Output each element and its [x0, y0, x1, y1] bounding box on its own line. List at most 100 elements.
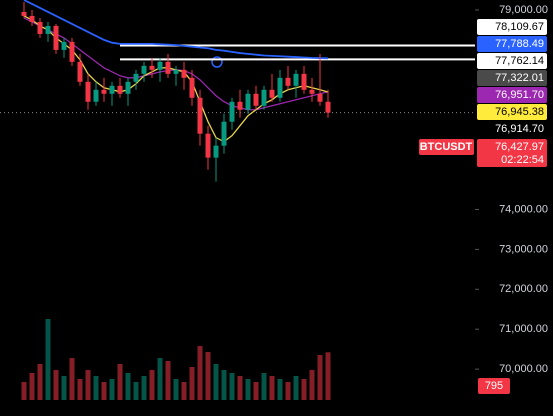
- y-tick-label: 70,000.00: [499, 363, 548, 375]
- candle-body: [229, 101, 235, 122]
- volume-bar: [125, 373, 131, 400]
- candle-body: [117, 85, 123, 94]
- volume-label: 795: [485, 380, 503, 392]
- volume-bar: [149, 370, 155, 400]
- candle-body: [309, 89, 315, 94]
- volume-bar: [93, 376, 99, 400]
- candle-body: [125, 81, 131, 94]
- volume-bar: [141, 376, 147, 400]
- volume-bar: [205, 352, 211, 400]
- candle-body: [29, 15, 35, 22]
- price-marker-box: [477, 104, 547, 120]
- volume-bar: [261, 373, 267, 400]
- volume-bar: [117, 364, 123, 400]
- volume-badge: [478, 378, 510, 394]
- candle-body: [213, 145, 219, 158]
- y-tick-label: 74,000.00: [499, 203, 548, 215]
- price-marker-label: 76,951.70: [495, 89, 544, 101]
- volume-bar: [213, 364, 219, 400]
- candle-body: [301, 73, 307, 90]
- candle-body: [109, 85, 115, 94]
- price-marker-box: [477, 70, 547, 86]
- volume-bar: [37, 364, 43, 400]
- candle-body: [253, 93, 259, 106]
- price-marker-box: [477, 87, 547, 103]
- candle-body: [205, 133, 211, 158]
- volume-bar: [181, 382, 187, 400]
- volume-bar: [157, 358, 163, 400]
- countdown: 02:22:54: [501, 154, 544, 166]
- volume-bar: [45, 319, 51, 400]
- volume-bar: [229, 373, 235, 400]
- candle-body: [21, 11, 27, 16]
- candle-body: [77, 61, 83, 82]
- volume-bar: [253, 382, 259, 400]
- volume-bar: [29, 373, 35, 400]
- ma-line: [23, 0, 329, 60]
- candle-body: [69, 41, 75, 62]
- price-marker-label: 77,788.49: [495, 38, 544, 50]
- volume-bar: [325, 352, 331, 400]
- candle-body: [85, 81, 91, 102]
- candle-body: [141, 65, 147, 74]
- candle-body: [173, 69, 179, 74]
- candle-body: [197, 97, 203, 134]
- volume-bar: [85, 370, 91, 400]
- volume-bar: [301, 379, 307, 400]
- volume-bar: [293, 376, 299, 400]
- symbol-badge: [419, 139, 474, 155]
- candle-body: [277, 77, 283, 98]
- candle-body: [181, 69, 187, 78]
- candle-body: [61, 41, 67, 50]
- candle-body: [237, 101, 243, 110]
- volume-bar: [21, 382, 27, 400]
- volume-bar: [133, 382, 139, 400]
- candle-body: [149, 65, 155, 70]
- volume-bar: [69, 358, 75, 400]
- volume-bar: [277, 379, 283, 400]
- price-marker-box: [477, 53, 547, 69]
- price-marker-label: 78,109.67: [495, 21, 544, 33]
- candle-body: [261, 89, 267, 106]
- volume-bar: [197, 346, 203, 400]
- alert-marker: [211, 56, 223, 68]
- volume-bar: [269, 376, 275, 400]
- volume-bar: [189, 367, 195, 400]
- price-marker-label: 76,945.38: [495, 106, 544, 118]
- candle-body: [221, 121, 227, 146]
- price-marker-label: 77,322.01: [495, 72, 544, 84]
- volume-bar: [317, 355, 323, 400]
- volume-bar: [61, 376, 67, 400]
- y-tick-label: 79,000.00: [499, 4, 548, 16]
- price-marker-label: 76,427.97: [495, 141, 544, 153]
- volume-bar: [101, 382, 107, 400]
- candle-body: [325, 101, 331, 113]
- candle-body: [317, 93, 323, 102]
- candle-body: [53, 25, 59, 50]
- volume-bar: [109, 379, 115, 400]
- volume-bar: [309, 370, 315, 400]
- candle-body: [269, 89, 275, 98]
- candle-body: [285, 77, 291, 86]
- candle-body: [45, 25, 51, 34]
- price-marker-box: [477, 139, 547, 167]
- candle-body: [133, 73, 139, 82]
- price-marker-label: 76,914.70: [495, 123, 544, 135]
- volume-bar: [221, 370, 227, 400]
- volume-bar: [77, 379, 83, 400]
- candle-body: [93, 89, 99, 102]
- candle-body: [189, 77, 195, 98]
- candle-body: [37, 21, 43, 34]
- volume-bar: [53, 370, 59, 400]
- candle-body: [245, 93, 251, 110]
- price-marker-box: [477, 36, 547, 52]
- volume-bar: [173, 379, 179, 400]
- y-tick-label: 71,000.00: [499, 323, 548, 335]
- price-marker-label: 77,762.14: [495, 55, 544, 67]
- y-tick-label: 72,000.00: [499, 283, 548, 295]
- symbol-label: BTCUSDT: [420, 141, 473, 153]
- volume-bar: [237, 376, 243, 400]
- candle-body: [101, 89, 107, 94]
- price-marker-box: [477, 121, 547, 137]
